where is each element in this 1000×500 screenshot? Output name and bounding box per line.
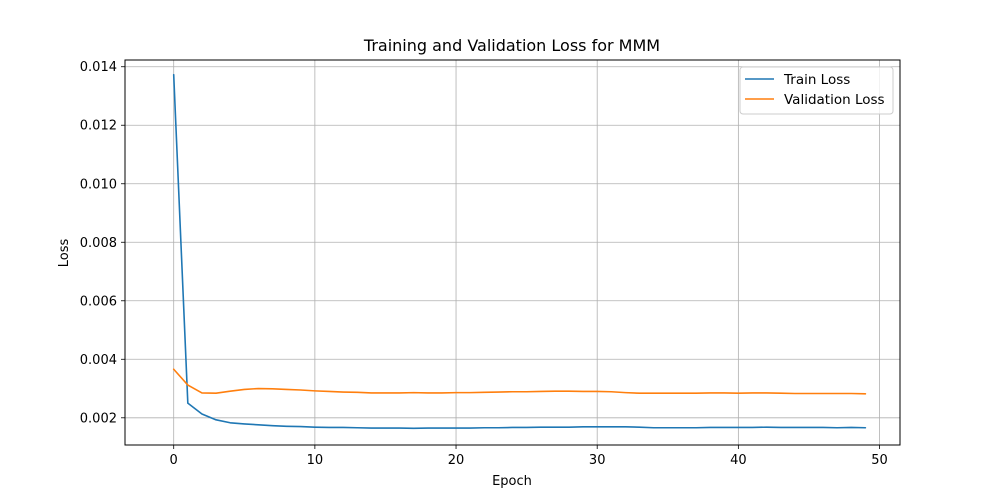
- grid: [125, 60, 900, 445]
- y-tick-label: 0.010: [80, 177, 117, 192]
- legend-entry: Validation Loss: [784, 92, 885, 108]
- series-line-train-loss: [172, 73, 867, 430]
- plot-frame: [124, 59, 901, 446]
- series-line-validation-loss: [172, 368, 867, 395]
- x-tick-label: 10: [307, 453, 324, 468]
- x-tick-label: 0: [170, 453, 178, 468]
- x-tick-label: 20: [448, 453, 465, 468]
- y-tick-label: 0.008: [80, 236, 117, 251]
- y-tick-label: 0.012: [80, 119, 117, 134]
- x-tick-label: 50: [871, 453, 888, 468]
- y-tick-label: 0.004: [80, 353, 117, 368]
- legend-entry: Train Loss: [783, 72, 850, 88]
- y-tick-label: 0.006: [80, 294, 117, 309]
- y-tick-label: 0.002: [80, 411, 117, 426]
- x-tick-label: 40: [730, 453, 747, 468]
- chart-title: Training and Validation Loss for MMM: [363, 36, 660, 55]
- x-axis-label: Epoch: [492, 474, 532, 489]
- legend-box: [739, 66, 894, 115]
- y-tick-label: 0.014: [80, 60, 117, 75]
- y-axis-label: Loss: [57, 239, 72, 268]
- legend: Train Loss Validation Loss: [739, 66, 894, 115]
- y-axis-ticks: 0.002 0.004 0.006 0.008 0.010 0.012 0.014: [80, 60, 125, 426]
- x-tick-label: 30: [589, 453, 606, 468]
- x-axis-ticks: 0 10 20 30 40 50: [170, 445, 888, 468]
- series-lines: [172, 73, 867, 430]
